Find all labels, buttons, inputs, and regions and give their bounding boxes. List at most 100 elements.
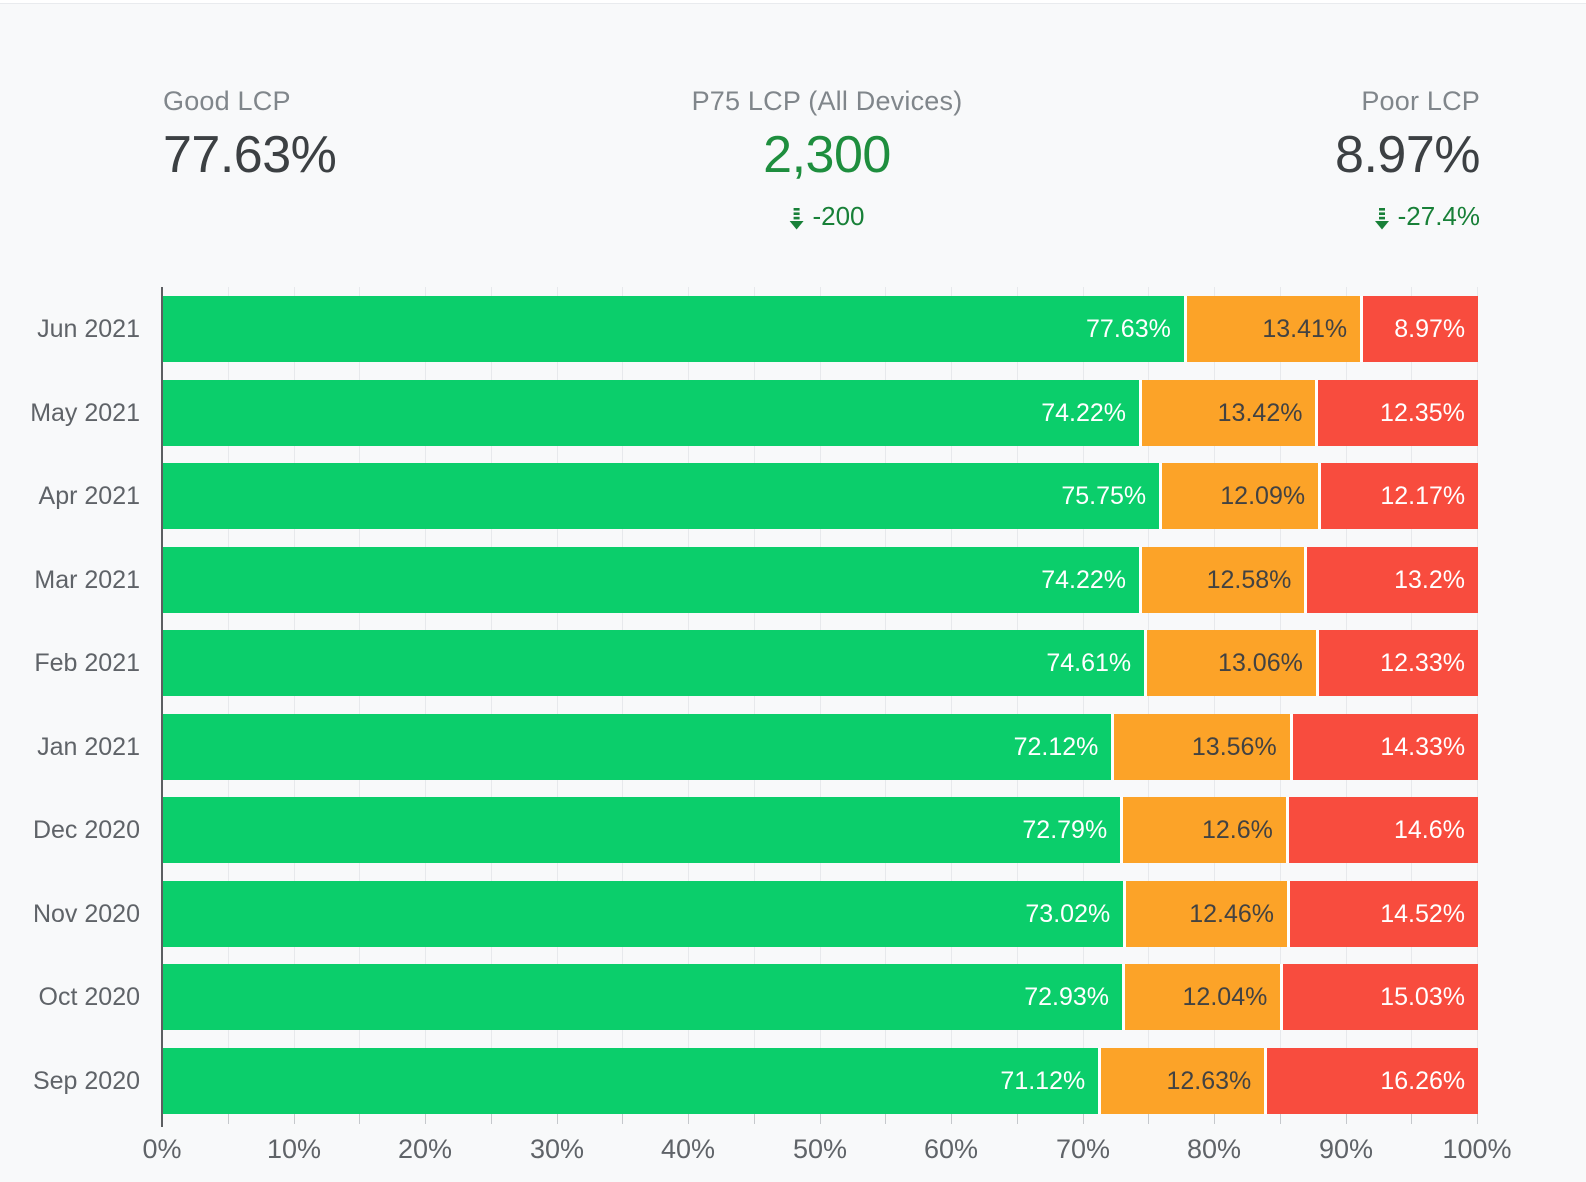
axis-tick: [1280, 1114, 1281, 1124]
bar-segment-poor[interactable]: 13.2%: [1304, 547, 1478, 613]
bar-segment-good[interactable]: 72.93%: [163, 964, 1123, 1030]
y-axis-label: Oct 2020: [38, 983, 140, 1011]
poor-lcp-label: Poor LCP: [1361, 86, 1480, 116]
bar-segment-needs-improvement[interactable]: 12.6%: [1120, 797, 1286, 863]
gridline: [1148, 287, 1149, 1114]
x-axis-label: 70%: [1055, 1134, 1111, 1164]
axis-tick: [228, 1114, 229, 1124]
poor-lcp-scorecard: Poor LCP 8.97% -27.4%: [1335, 86, 1480, 232]
x-axis-label: 10%: [266, 1134, 322, 1164]
axis-tick: [688, 1114, 689, 1124]
bar-row: May 2021 74.22% 13.42% 12.35%: [0, 380, 1586, 446]
bar-row: Mar 2021 74.22% 12.58% 13.2%: [0, 547, 1586, 613]
axis-tick: [885, 1114, 886, 1124]
bar-segment-poor[interactable]: 14.52%: [1287, 881, 1478, 947]
bar-row: Feb 2021 74.61% 13.06% 12.33%: [0, 630, 1586, 696]
axis-tick: [1411, 1114, 1412, 1124]
bar-segment-needs-improvement[interactable]: 12.46%: [1123, 881, 1288, 947]
x-axis-label: 60%: [923, 1134, 979, 1164]
poor-lcp-delta: -27.4%: [1335, 201, 1480, 232]
bar-row: Dec 2020 72.79% 12.6% 14.6%: [0, 797, 1586, 863]
bar-segment-needs-improvement[interactable]: 13.06%: [1144, 630, 1316, 696]
y-axis-label: May 2021: [30, 399, 140, 427]
gridline: [820, 287, 821, 1114]
gridline: [228, 287, 229, 1114]
axis-tick: [622, 1114, 623, 1124]
bar-segment-good[interactable]: 74.22%: [163, 547, 1139, 613]
x-axis-label: 0%: [142, 1134, 182, 1164]
gridline: [425, 287, 426, 1114]
p75-lcp-label: P75 LCP (All Devices): [691, 86, 963, 116]
gridline: [1280, 287, 1281, 1114]
good-lcp-value: 77.63%: [163, 126, 337, 184]
bar-segment-poor[interactable]: 8.97%: [1360, 296, 1479, 362]
axis-tick: [1083, 1114, 1084, 1124]
y-axis-label: Feb 2021: [34, 649, 140, 677]
axis-tick: [491, 1114, 492, 1124]
gridline: [1083, 287, 1084, 1114]
x-axis-label: 80%: [1186, 1134, 1242, 1164]
bar-segment-good[interactable]: 72.12%: [163, 714, 1112, 780]
y-axis-label: Nov 2020: [32, 900, 140, 928]
bar-row: Nov 2020 73.02% 12.46% 14.52%: [0, 881, 1586, 947]
bar-segment-poor[interactable]: 14.6%: [1285, 797, 1478, 863]
poor-lcp-delta-value: -27.4%: [1397, 201, 1480, 231]
bar-segment-needs-improvement[interactable]: 13.56%: [1111, 714, 1290, 780]
x-axis-label: 30%: [529, 1134, 585, 1164]
gridline: [688, 287, 689, 1114]
bar-segment-good[interactable]: 77.63%: [163, 296, 1184, 362]
gridline: [1214, 287, 1215, 1114]
stacked-bar: 74.22% 12.58% 13.2%: [163, 547, 1478, 613]
gridline: [359, 287, 360, 1114]
stacked-bar: 77.63% 13.41% 8.97%: [163, 296, 1479, 362]
stacked-bar: 74.61% 13.06% 12.33%: [163, 630, 1478, 696]
bar-segment-poor[interactable]: 15.03%: [1280, 964, 1478, 1030]
gridline: [1411, 287, 1412, 1114]
bar-segment-poor[interactable]: 12.35%: [1315, 380, 1478, 446]
bar-segment-good[interactable]: 75.75%: [163, 463, 1160, 529]
y-axis-label: Dec 2020: [32, 816, 140, 844]
x-axis-label: 90%: [1318, 1134, 1374, 1164]
x-axis-label: 40%: [660, 1134, 716, 1164]
bar-segment-needs-improvement[interactable]: 12.04%: [1122, 964, 1281, 1030]
bar-segment-good[interactable]: 74.22%: [163, 380, 1139, 446]
gridline: [885, 287, 886, 1114]
axis-tick: [1477, 1114, 1478, 1124]
gridline: [491, 287, 492, 1114]
bar-segment-poor[interactable]: 12.33%: [1315, 630, 1478, 696]
axis-tick: [820, 1114, 821, 1124]
stacked-bar: 72.79% 12.6% 14.6%: [163, 797, 1478, 863]
poor-lcp-value: 8.97%: [1335, 126, 1480, 184]
down-arrow-icon: [789, 206, 804, 229]
bar-segment-needs-improvement[interactable]: 12.58%: [1138, 547, 1305, 613]
bar-segment-needs-improvement[interactable]: 13.41%: [1183, 296, 1361, 362]
y-axis-label: Jan 2021: [37, 733, 140, 761]
down-arrow-icon: [1374, 206, 1389, 229]
bar-row: Jan 2021 72.12% 13.56% 14.33%: [0, 714, 1586, 780]
bar-segment-poor[interactable]: 12.17%: [1318, 463, 1479, 529]
bar-segment-poor[interactable]: 14.33%: [1289, 714, 1479, 780]
gridline: [622, 287, 623, 1114]
gridline: [754, 287, 755, 1114]
bar-segment-needs-improvement[interactable]: 12.09%: [1159, 463, 1319, 529]
y-axis-label: Mar 2021: [34, 566, 140, 594]
bar-row: Sep 2020 71.12% 12.63% 16.26%: [0, 1048, 1586, 1114]
x-axis-label: 100%: [1442, 1134, 1512, 1164]
bar-segment-needs-improvement[interactable]: 12.63%: [1098, 1048, 1265, 1114]
axis-tick: [294, 1114, 295, 1124]
axis-tick: [359, 1114, 360, 1124]
y-axis-label: Sep 2020: [32, 1067, 140, 1095]
bar-segment-good[interactable]: 73.02%: [163, 881, 1124, 947]
gridline: [951, 287, 952, 1114]
bar-segment-good[interactable]: 72.79%: [163, 797, 1121, 863]
bar-segment-poor[interactable]: 16.26%: [1264, 1048, 1479, 1114]
stacked-bar: 75.75% 12.09% 12.17%: [163, 463, 1479, 529]
x-axis-label: 20%: [397, 1134, 453, 1164]
bar-segment-good[interactable]: 71.12%: [163, 1048, 1099, 1114]
bar-segment-needs-improvement[interactable]: 13.42%: [1138, 380, 1316, 446]
axis-tick: [1017, 1114, 1018, 1124]
good-lcp-scorecard: Good LCP 77.63%: [163, 86, 337, 185]
axis-tick: [425, 1114, 426, 1124]
bar-segment-good[interactable]: 74.61%: [163, 630, 1145, 696]
